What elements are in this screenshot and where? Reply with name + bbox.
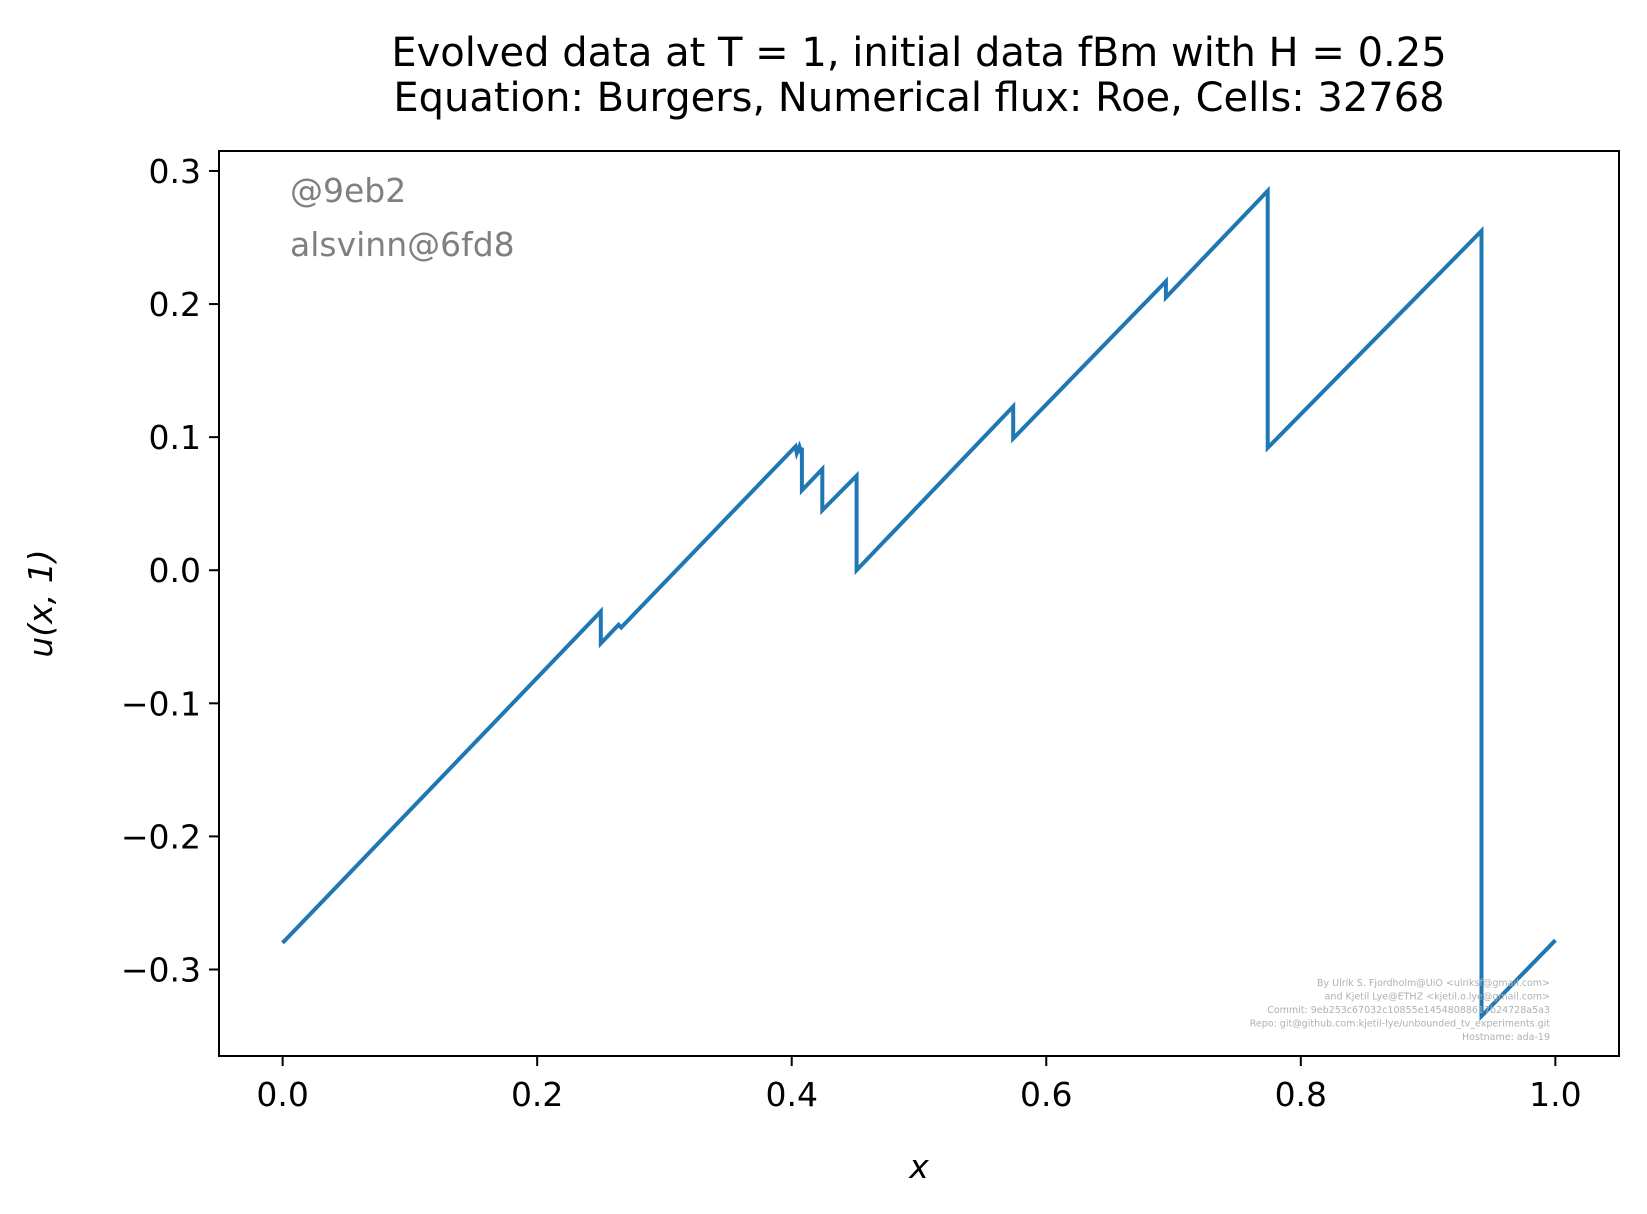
watermark-version: alsvinn@6fd8	[290, 225, 515, 264]
y-tick-label: 0.2	[149, 285, 201, 324]
plot-frame	[218, 150, 1620, 1057]
series-line	[281, 185, 1557, 1022]
chart-title: Evolved data at T = 1, initial data fBm …	[391, 30, 1446, 121]
y-tick-label: −0.1	[121, 684, 201, 723]
credits-line: Hostname: ada-19	[1462, 1032, 1550, 1043]
data-series	[281, 185, 1557, 1022]
y-axis-label: u(x, 1)	[21, 549, 60, 657]
x-tick-label: 1.0	[1529, 1075, 1581, 1114]
watermark-commit: @9eb2	[290, 171, 406, 210]
chart-title-line: Equation: Burgers, Numerical flux: Roe, …	[393, 75, 1444, 121]
x-tick-label: 0.0	[256, 1075, 308, 1114]
x-tick-label: 0.4	[765, 1075, 817, 1114]
y-tick-label: −0.2	[121, 817, 201, 856]
credits-line: Commit: 9eb253c67032c10855e14548088617b2…	[1267, 1005, 1550, 1016]
chart-title-line: Evolved data at T = 1, initial data fBm …	[391, 30, 1446, 76]
credits-text: By Ulrik S. Fjordholm@UiO <ulriksf@gmail…	[1250, 978, 1551, 1043]
axis-ticks: 0.0 0.2 0.4 0.6 0.8 1.0 −0.3 −0.2 −0.1 0.0 0.1 0.2 0…	[121, 152, 1582, 1114]
x-tick-label: 0.6	[1020, 1075, 1072, 1114]
x-axis-label: x	[908, 1147, 929, 1186]
credits-line: Repo: git@github.com:kjetil-lye/unbounde…	[1250, 1019, 1551, 1030]
y-tick-label: 0.0	[149, 551, 201, 590]
x-tick-label: 0.8	[1275, 1075, 1327, 1114]
y-tick-label: 0.3	[149, 152, 201, 191]
credits-line: and Kjetil Lye@ETHZ <kjetil.o.lye@gmail.…	[1325, 992, 1550, 1003]
y-tick-label: 0.1	[149, 418, 201, 457]
y-tick-label: −0.3	[121, 950, 201, 989]
credits-line: By Ulrik S. Fjordholm@UiO <ulriksf@gmail…	[1317, 978, 1550, 989]
x-tick-label: 0.2	[511, 1075, 563, 1114]
